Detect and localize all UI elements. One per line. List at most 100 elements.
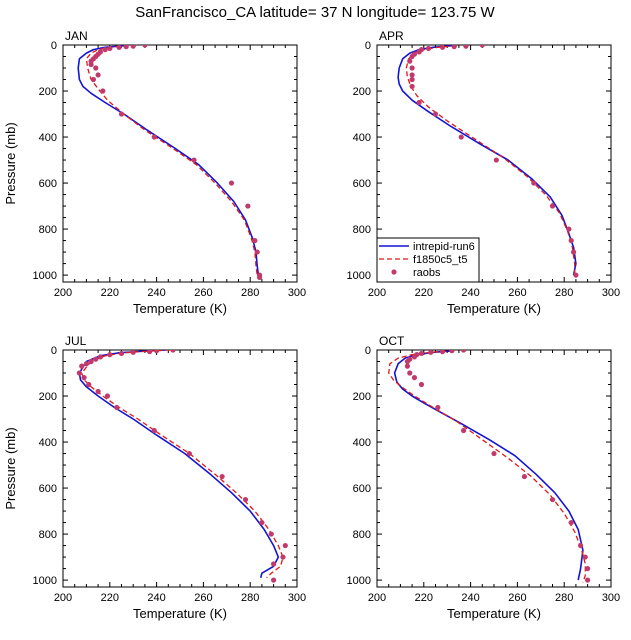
y-axis-label: Pressure (mb) xyxy=(3,122,18,204)
x-axis-label: Temperature (K) xyxy=(133,301,227,316)
raobs-point xyxy=(118,111,125,117)
raobs-point xyxy=(186,450,192,457)
raobs-point xyxy=(531,180,537,186)
raobs-point xyxy=(191,157,197,163)
y-tick-label: 600 xyxy=(353,483,371,495)
raobs-point xyxy=(521,473,528,480)
raobs-point xyxy=(116,45,122,50)
raobs-point xyxy=(407,370,413,376)
legend-label: raobs xyxy=(413,267,441,279)
raobs-point xyxy=(130,350,136,355)
raobs-point xyxy=(107,352,113,358)
raobs-point xyxy=(151,134,157,140)
raobs-point xyxy=(493,157,499,163)
raobs-point xyxy=(573,272,579,278)
raobs-point xyxy=(409,76,415,83)
series-line-f1850c5_t5 xyxy=(388,350,586,583)
raobs-point xyxy=(585,565,591,572)
raobs-point xyxy=(449,350,455,354)
raobs-point xyxy=(280,554,286,560)
raobs-point xyxy=(409,65,415,71)
x-tick-label: 240 xyxy=(147,287,165,299)
raobs-point xyxy=(228,180,235,186)
raobs-point xyxy=(81,375,87,381)
x-tick-label: 300 xyxy=(288,287,306,299)
raobs-point xyxy=(107,45,113,52)
panel-oct: 200 220 240 260 280 300 0 200 400 600 800 1000 Tempe… xyxy=(347,334,621,621)
raobs-point xyxy=(582,554,588,560)
raobs-point xyxy=(242,496,249,503)
raobs-point xyxy=(409,83,415,90)
plot-frame xyxy=(62,349,298,588)
raobs-point xyxy=(411,354,418,360)
raobs-point xyxy=(271,561,277,567)
y-tick-label: 1000 xyxy=(33,270,57,282)
raobs-point xyxy=(271,577,277,583)
raobs-point xyxy=(86,381,92,388)
panel-label: JAN xyxy=(65,29,88,43)
raobs-point xyxy=(219,473,225,480)
raobs-point xyxy=(93,65,99,71)
panel-label: JUL xyxy=(65,334,87,348)
y-tick-label: 600 xyxy=(39,178,57,190)
y-tick-label: 0 xyxy=(51,345,57,357)
raobs-point xyxy=(118,350,125,357)
x-tick-label: 200 xyxy=(54,287,72,299)
raobs-point xyxy=(425,45,432,52)
x-tick-label: 200 xyxy=(54,592,72,604)
y-tick-label: 400 xyxy=(353,437,371,449)
y-tick-label: 200 xyxy=(39,391,57,403)
panel-label: OCT xyxy=(379,334,405,348)
raobs-point xyxy=(479,45,485,48)
x-tick-label: 240 xyxy=(147,592,165,604)
plot-area xyxy=(76,350,288,583)
raobs-point xyxy=(463,45,469,49)
x-tick-label: 220 xyxy=(101,287,119,299)
series-line-intrepid-run6 xyxy=(393,350,584,581)
panel-label: APR xyxy=(379,29,404,43)
raobs-point xyxy=(95,72,101,78)
raobs-point xyxy=(568,519,574,526)
raobs-point xyxy=(95,388,101,395)
y-tick-label: 400 xyxy=(39,437,57,449)
raobs-point xyxy=(102,47,108,53)
x-tick-label: 280 xyxy=(555,592,573,604)
y-tick-label: 600 xyxy=(39,483,57,495)
x-tick-label: 220 xyxy=(101,592,119,604)
x-tick-label: 200 xyxy=(368,592,386,604)
raobs-point xyxy=(568,237,574,244)
raobs-point xyxy=(404,358,411,365)
raobs-point xyxy=(404,363,411,369)
raobs-point xyxy=(407,58,413,64)
panel-jan: 200 220 240 260 280 300 0 200 400 600 800 1000 Tempe… xyxy=(3,29,306,316)
y-tick-label: 1000 xyxy=(33,575,57,587)
raobs-point xyxy=(439,45,446,50)
raobs-point xyxy=(432,111,439,117)
x-tick-label: 260 xyxy=(508,287,526,299)
raobs-point xyxy=(88,358,94,365)
raobs-point xyxy=(252,237,258,244)
y-tick-label: 200 xyxy=(353,86,371,98)
raobs-point xyxy=(170,350,176,353)
y-tick-label: 0 xyxy=(365,40,371,52)
y-tick-label: 800 xyxy=(353,224,371,236)
panel-jul: 200 220 240 260 280 300 0 200 400 600 800 1000 Tempe… xyxy=(3,334,306,621)
x-tick-label: 240 xyxy=(461,287,479,299)
x-axis-label: Temperature (K) xyxy=(447,301,541,316)
y-tick-label: 800 xyxy=(39,529,57,541)
raobs-point xyxy=(142,45,148,48)
y-tick-label: 600 xyxy=(353,178,371,190)
y-tick-label: 800 xyxy=(353,529,371,541)
raobs-point xyxy=(439,350,446,355)
raobs-point xyxy=(418,381,425,388)
y-tick-label: 1000 xyxy=(347,270,371,282)
legend-label: f1850c5_t5 xyxy=(413,254,467,266)
y-axis-label: Pressure (mb) xyxy=(3,427,18,509)
x-axis-label: Temperature (K) xyxy=(133,606,227,621)
plot-frame xyxy=(62,44,298,283)
raobs-point xyxy=(83,361,89,367)
x-tick-label: 240 xyxy=(461,592,479,604)
x-tick-label: 280 xyxy=(241,287,259,299)
raobs-point xyxy=(409,72,415,78)
